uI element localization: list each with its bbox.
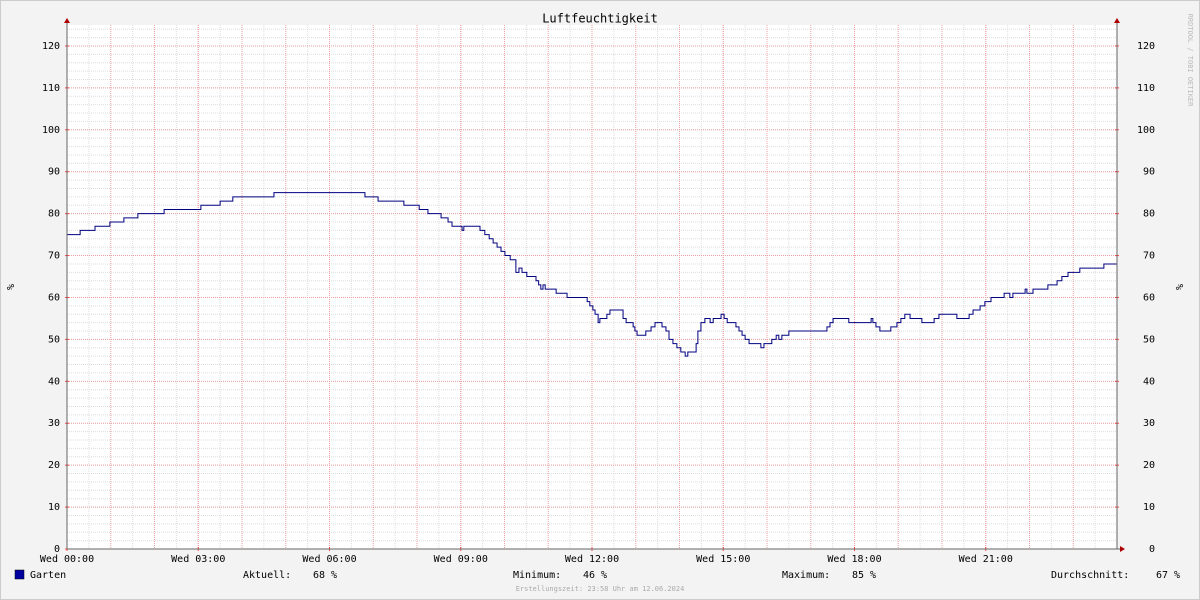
x-tick-label: Wed 06:00 [302,554,356,565]
y2-axis-label: % [1173,284,1184,290]
y-tick-label: 120 [42,41,60,52]
y2-tick-label: 60 [1143,292,1155,303]
y2-tick-label: 30 [1143,418,1155,429]
y-tick-label: 80 [48,209,60,220]
y2-tick-label: 40 [1143,376,1155,387]
x-tick-label: Wed 03:00 [171,554,225,565]
marks [67,192,1117,357]
y-tick-label: 40 [48,376,60,387]
y2-tick-label: 90 [1143,167,1155,178]
stat-label: Durchschnitt: [1051,570,1129,581]
legend-label: Garten [30,570,66,581]
y2-tick-label: 10 [1143,502,1155,513]
x-tick-label: Wed 15:00 [696,554,750,565]
y2-tick-label: 50 [1143,334,1155,345]
line [67,192,1117,357]
axis-arrow [1114,18,1120,23]
axis-arrow [64,18,70,23]
y2-tick-label: 80 [1143,209,1155,220]
y2-tick-label: 20 [1143,460,1155,471]
y2-tick-label: 100 [1137,125,1155,136]
footer: Erstellungszeit: 23:58 Uhr am 12.06.2024 [516,585,685,593]
stat-value: 85 % [852,570,876,581]
x-tick-label: Wed 12:00 [565,554,619,565]
y-tick-label: 20 [48,460,60,471]
y2-tick-label: 120 [1137,41,1155,52]
stat-label: Minimum: [513,570,561,581]
y-tick-label: 50 [48,334,60,345]
x-tick-label: Wed 21:00 [959,554,1013,565]
y2-tick-label: 70 [1143,251,1155,262]
y-tick-label: 10 [48,502,60,513]
legend-swatch [14,569,25,580]
y-tick-label: 100 [42,125,60,136]
x-tick-label: Wed 00:00 [40,554,94,565]
stat-label: Aktuell: [243,570,291,581]
x-tick-label: Wed 09:00 [434,554,488,565]
y-tick-label: 30 [48,418,60,429]
y-tick-label: 0 [54,544,60,555]
y-tick-label: 110 [42,83,60,94]
stat-label: Maximum: [782,570,830,581]
watermark: RRDTOOL / TOBI OETIKER [1186,14,1194,108]
y-tick-label: 90 [48,167,60,178]
y2-tick-label: 0 [1149,544,1155,555]
y2-tick-label: 110 [1137,83,1155,94]
y-tick-label: 70 [48,251,60,262]
y-tick-label: 60 [48,292,60,303]
axis-arrow [1120,546,1125,552]
stat-value: 46 % [583,570,607,581]
x-tick-label: Wed 18:00 [827,554,881,565]
stat-value: 67 % [1156,570,1180,581]
stat-value: 68 % [313,570,337,581]
y-axis-label: % [4,284,15,290]
chart-title: Luftfeuchtigkeit [542,12,658,26]
